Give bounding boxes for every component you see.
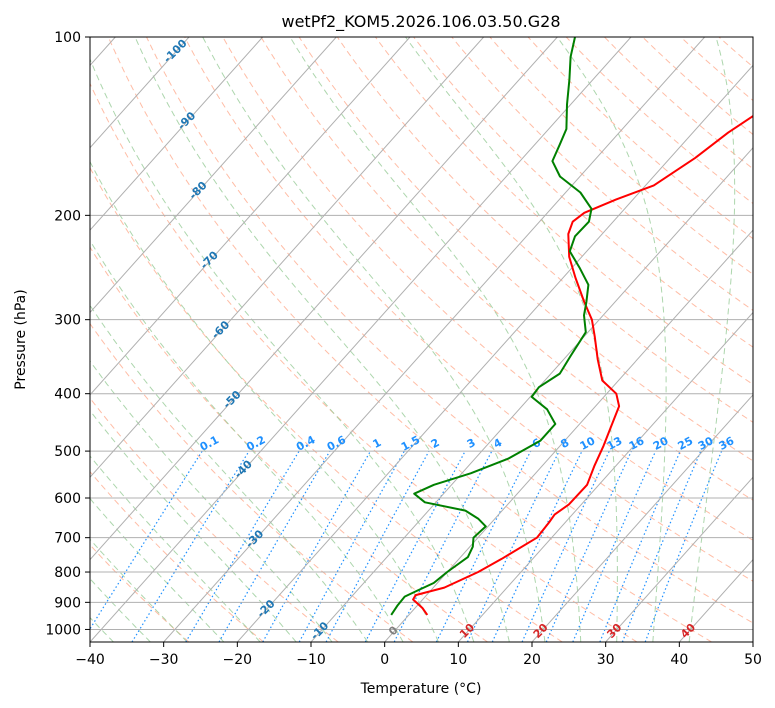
isotherm-line xyxy=(90,37,632,642)
moist-adiabat xyxy=(90,409,297,642)
mixing-ratio-label: 13 xyxy=(605,434,625,453)
dry-adiabat xyxy=(260,37,753,501)
y-tick-label: 100 xyxy=(54,30,81,46)
dry-adiabat xyxy=(336,37,753,423)
moist-adiabat xyxy=(289,37,582,642)
mixing-ratio-line xyxy=(491,450,583,642)
y-tick-label: 700 xyxy=(54,531,81,547)
dry-adiabat xyxy=(489,37,753,275)
mixing-ratio-line xyxy=(545,450,632,642)
mixing-ratio-line xyxy=(218,450,331,642)
mixing-ratio-label: 20 xyxy=(651,434,671,453)
isotherm-line xyxy=(90,37,190,149)
chart-title: wetPf2_KOM5.2026.106.03.50.G28 xyxy=(281,12,560,32)
y-axis-ticks: 100 200 300 400 500 600 700 800 900 1000 xyxy=(45,30,90,638)
isotherm-line xyxy=(90,37,264,231)
dry-adiabats xyxy=(90,37,775,642)
y-tick-label: 300 xyxy=(54,313,81,329)
mixing-ratio-line xyxy=(521,450,610,642)
x-tick-label: −10 xyxy=(296,652,326,668)
dry-adiabat xyxy=(107,37,712,642)
dry-adiabat xyxy=(374,37,753,386)
x-tick-label: 20 xyxy=(523,652,541,668)
y-tick-label: 900 xyxy=(54,595,81,611)
dry-adiabat xyxy=(90,82,638,642)
isotherm-line xyxy=(163,37,706,642)
plot-frame xyxy=(89,36,754,643)
isotherm-line xyxy=(752,641,753,642)
moist-adiabat xyxy=(90,57,475,642)
x-tick-label: 30 xyxy=(597,652,615,668)
y-tick-label: 500 xyxy=(54,444,81,460)
mixing-ratio-label: 30 xyxy=(696,434,716,453)
mixing-ratio-line xyxy=(572,450,657,642)
x-tick-label: 50 xyxy=(744,652,762,668)
x-tick-label: −20 xyxy=(223,652,253,668)
mixing-ratio-lines xyxy=(90,450,723,642)
x-tick-label: 0 xyxy=(380,652,389,668)
dry-adiabat xyxy=(222,37,753,541)
isotherm-line xyxy=(90,37,485,478)
moist-adiabat xyxy=(134,37,510,642)
dry-adiabat xyxy=(90,246,488,642)
y-axis-label: Pressure (hPa) xyxy=(13,289,29,389)
dry-adiabat xyxy=(90,166,563,642)
temperature-profile-line xyxy=(412,114,753,616)
y-tick-label: 800 xyxy=(54,565,81,581)
isotherm-line xyxy=(90,37,337,314)
x-tick-label: 10 xyxy=(449,652,467,668)
y-tick-label: 200 xyxy=(54,208,81,224)
x-axis-label: Temperature (°C) xyxy=(360,681,482,697)
dry-adiabat xyxy=(527,37,753,240)
moist-adiabat xyxy=(90,360,333,642)
isotherm-line xyxy=(457,311,753,642)
y-tick-label: 400 xyxy=(54,387,81,403)
x-tick-label: 40 xyxy=(670,652,688,668)
dry-adiabat xyxy=(146,37,753,624)
pressure-gridlines xyxy=(90,37,753,630)
profile-series xyxy=(390,37,753,616)
mixing-ratio-label: 16 xyxy=(627,434,647,453)
x-tick-label: −40 xyxy=(75,652,105,668)
mixing-ratio-label: 10 xyxy=(578,434,598,453)
mixing-ratio-line xyxy=(435,450,532,642)
dewpoint-profile-line xyxy=(390,37,593,616)
x-tick-label: −30 xyxy=(149,652,179,668)
moist-adiabat xyxy=(90,455,261,642)
moist-adiabat xyxy=(90,304,369,642)
mixing-ratio-line xyxy=(325,450,430,642)
moist-adiabat xyxy=(90,239,404,642)
mixing-ratio-label: 25 xyxy=(676,434,696,453)
mixing-ratio-line xyxy=(298,450,405,642)
dry-adiabat xyxy=(451,37,753,312)
y-tick-label: 1000 xyxy=(45,622,81,638)
moist-adiabat xyxy=(202,37,546,642)
mixing-ratio-labels: 0.1 0.2 0.4 0.6 1 1.5 2 3 4 6 8 10 13 16 20 25 30 36 xyxy=(198,433,737,454)
mixing-ratio-line xyxy=(185,450,300,642)
mixing-ratio-line xyxy=(90,450,203,630)
mixing-ratio-line xyxy=(599,450,681,642)
isotherm-line xyxy=(531,394,753,642)
moist-adiabat xyxy=(556,37,667,642)
isotherm-line xyxy=(236,64,753,642)
y-tick-label: 600 xyxy=(54,491,81,507)
mixing-ratio-line xyxy=(466,450,560,642)
dry-adiabat xyxy=(90,397,339,642)
moist-adiabat xyxy=(90,160,439,642)
dry-adiabat xyxy=(184,37,753,582)
dry-adiabat xyxy=(90,322,414,642)
isotherm-line xyxy=(90,37,411,396)
moist-adiabats xyxy=(90,37,736,642)
x-axis-ticks: −40 −30 −20 −10 0 10 20 30 40 50 xyxy=(75,642,762,668)
moist-adiabat xyxy=(688,37,736,642)
isotherm-line xyxy=(605,476,753,642)
isotherm-line xyxy=(384,229,753,642)
mixing-ratio-line xyxy=(131,450,250,642)
dry-adiabat xyxy=(413,37,753,348)
isotherm-line xyxy=(90,37,558,561)
mixing-ratio-label: 36 xyxy=(717,434,737,453)
mixing-ratio-line xyxy=(262,450,372,642)
dry-adiabat xyxy=(757,37,775,642)
